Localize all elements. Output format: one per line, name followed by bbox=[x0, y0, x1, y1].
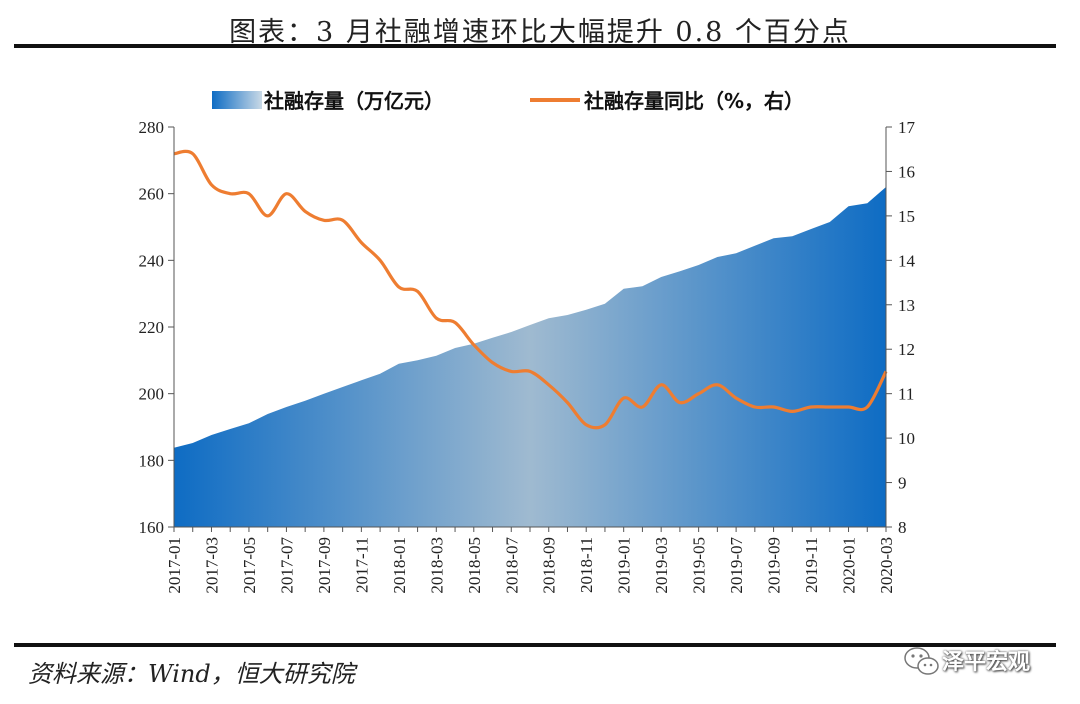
x-tick-label: 2020-03 bbox=[877, 537, 896, 594]
plot-area: 160 180 200 220 240 260 280 8 9 10 11 12 13 14 15 16 17 2… bbox=[139, 118, 916, 594]
y-left-tick-label: 200 bbox=[139, 385, 165, 404]
y-left-tick-label: 280 bbox=[139, 118, 165, 137]
legend-label-line: 社融存量同比（%，右） bbox=[583, 89, 804, 113]
y-right-tick-label: 9 bbox=[898, 474, 907, 493]
legend: 社融存量（万亿元） 社融存量同比（%，右） bbox=[212, 89, 804, 113]
y-right-tick-label: 17 bbox=[898, 118, 916, 137]
brand-watermark: 泽平宏观 bbox=[902, 640, 1052, 680]
y-left-tick-label: 180 bbox=[139, 451, 165, 470]
area-series-stock bbox=[174, 187, 886, 527]
y-right-tick-label: 10 bbox=[898, 429, 915, 448]
x-tick-label: 2017-11 bbox=[352, 537, 371, 593]
x-tick-label: 2018-01 bbox=[390, 537, 409, 594]
y-right-tick-label: 12 bbox=[898, 340, 915, 359]
x-tick-label: 2019-01 bbox=[615, 537, 634, 594]
x-tick-label: 2019-11 bbox=[802, 537, 821, 593]
y-left-tick-label: 240 bbox=[139, 251, 165, 270]
x-tick-label: 2018-09 bbox=[540, 537, 559, 594]
y-right-tick-label: 14 bbox=[898, 251, 916, 270]
y-right-tick-label: 15 bbox=[898, 207, 915, 226]
y-left-tick-label: 160 bbox=[139, 518, 165, 537]
bottom-rule bbox=[14, 643, 1056, 647]
x-tick-label: 2019-09 bbox=[765, 537, 784, 594]
legend-swatch-area bbox=[212, 91, 262, 109]
x-tick-label: 2018-07 bbox=[502, 537, 521, 594]
y-right-tick-label: 13 bbox=[898, 296, 915, 315]
wechat-icon bbox=[904, 647, 939, 675]
brand-name: 泽平宏观 bbox=[942, 650, 1031, 675]
y-left-tick-label: 220 bbox=[139, 318, 165, 337]
x-tick-label: 2019-05 bbox=[690, 537, 709, 594]
x-tick-label: 2017-03 bbox=[202, 537, 221, 594]
x-tick-label: 2017-07 bbox=[277, 537, 296, 594]
x-tick-label: 2019-03 bbox=[652, 537, 671, 594]
source-note: 资料来源：Wind，恒大研究院 bbox=[28, 660, 355, 688]
x-tick-label: 2019-07 bbox=[727, 537, 746, 594]
x-tick-label: 2020-01 bbox=[840, 537, 859, 594]
y-left-tick-label: 260 bbox=[139, 185, 165, 204]
legend-label-area: 社融存量（万亿元） bbox=[263, 89, 444, 113]
y-right-tick-label: 11 bbox=[898, 385, 914, 404]
chart-title: 图表：3 月社融增速环比大幅提升 0.8 个百分点 bbox=[229, 17, 851, 48]
top-rule bbox=[14, 44, 1056, 48]
x-tick-label: 2018-05 bbox=[465, 537, 484, 594]
line-series-yoy bbox=[173, 149, 888, 430]
y-right-tick-label: 8 bbox=[898, 518, 907, 537]
x-tick-label: 2017-09 bbox=[315, 537, 334, 594]
x-tick-label: 2017-01 bbox=[165, 537, 184, 594]
x-tick-label: 2018-11 bbox=[577, 537, 596, 593]
x-tick-label: 2017-05 bbox=[240, 537, 259, 594]
x-tick-label: 2018-03 bbox=[427, 537, 446, 594]
y-right-tick-label: 16 bbox=[898, 162, 915, 181]
